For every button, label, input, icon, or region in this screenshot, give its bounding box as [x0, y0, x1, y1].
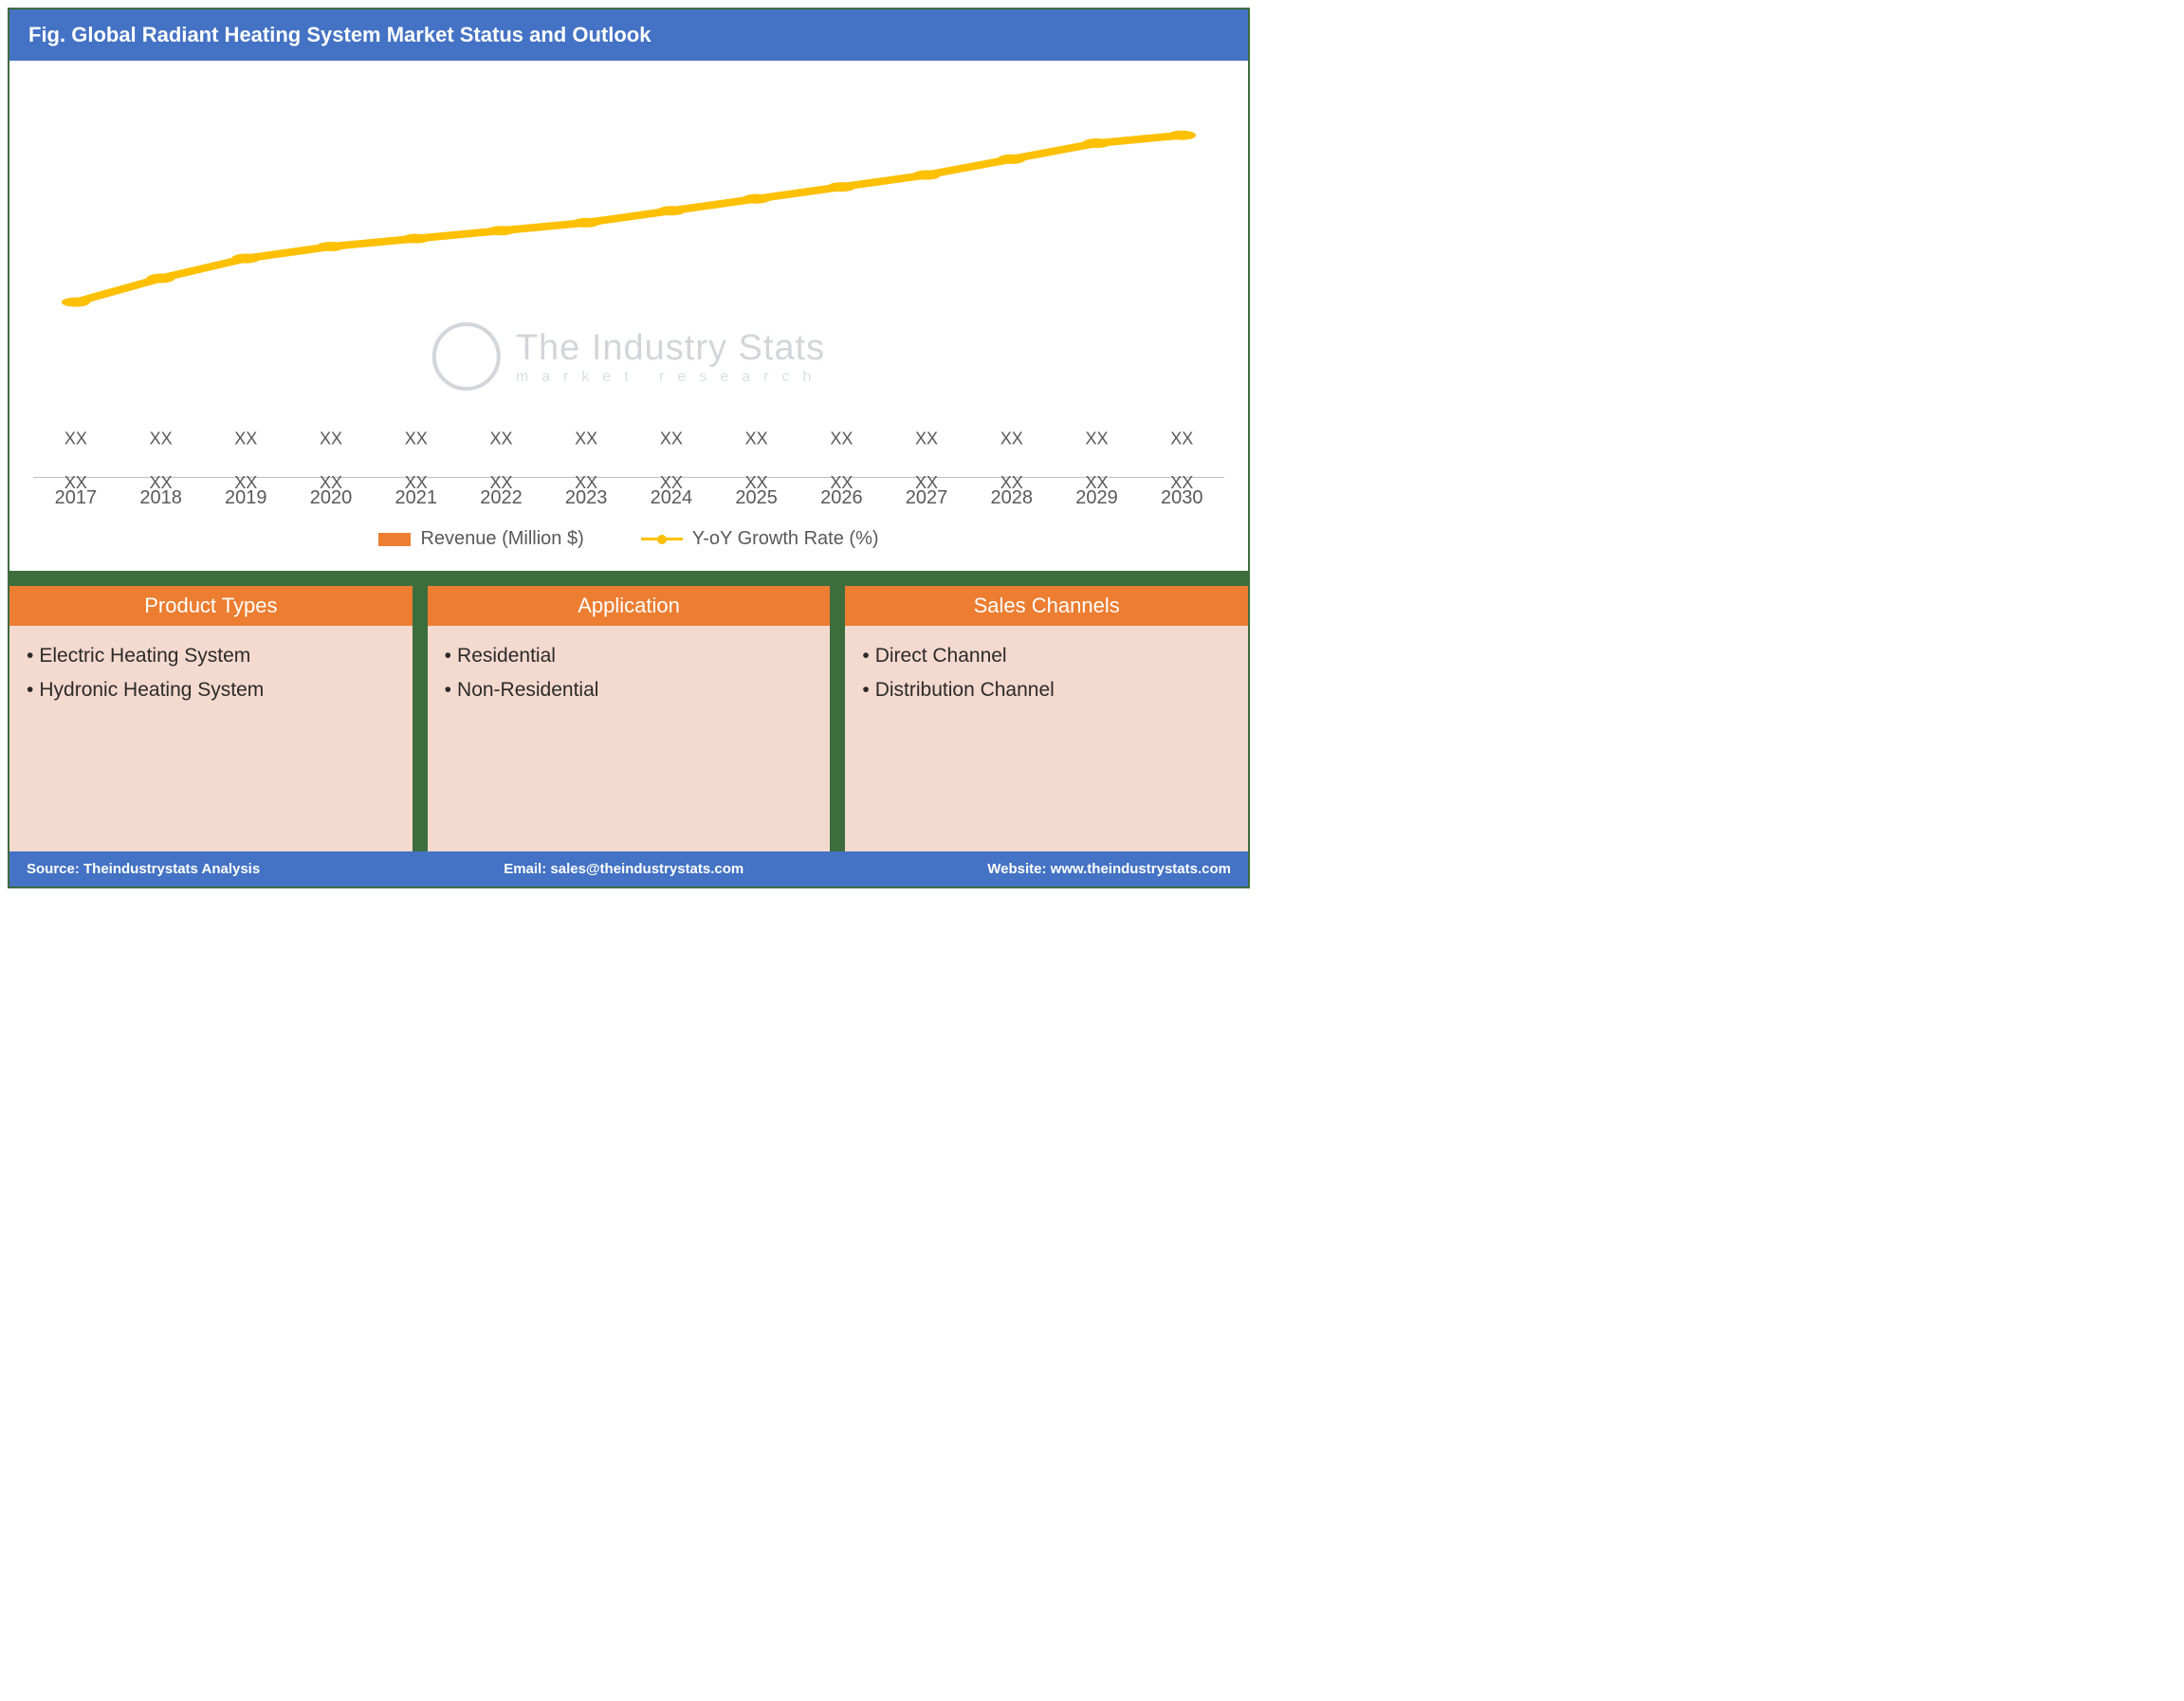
bar-value-label: XX: [320, 473, 342, 493]
legend-swatch-bar: [378, 533, 411, 546]
bar-value-label: XX: [150, 473, 173, 493]
bar-value-label: XX: [1170, 473, 1193, 493]
line-point-label: XX: [1170, 430, 1193, 449]
chart-plot-area: XXXXXXXXXXXXXXXXXXXXXXXXXXXXXXXXXXXXXXXX…: [33, 80, 1224, 478]
legend-label-revenue: Revenue (Million $): [420, 528, 583, 550]
line-point-label: XX: [830, 430, 853, 449]
line-point-label: XX: [1000, 430, 1023, 449]
panel-body: ResidentialNon-Residential: [428, 626, 831, 720]
footer-website: Website: www.theindustrystats.com: [987, 861, 1231, 877]
panel-list-item: Hydronic Heating System: [27, 673, 395, 707]
x-axis: 2017201820192020202120222023202420252026…: [33, 478, 1224, 509]
bar-value-label: XX: [830, 473, 853, 493]
line-point-label: XX: [1085, 430, 1108, 449]
legend-item-growth: Y-oY Growth Rate (%): [641, 528, 879, 550]
panel-list-item: Electric Heating System: [27, 639, 395, 673]
legend-label-growth: Y-oY Growth Rate (%): [692, 528, 879, 550]
legend-item-revenue: Revenue (Million $): [378, 528, 583, 550]
line-point-label: XX: [150, 430, 173, 449]
legend-swatch-line: [641, 538, 683, 540]
panel-list-item: Direct Channel: [862, 639, 1231, 673]
bar-value-label: XX: [1085, 473, 1108, 493]
figure-title: Fig. Global Radiant Heating System Marke…: [9, 9, 1248, 61]
bar-value-label: XX: [575, 473, 597, 493]
bar-value-label: XX: [489, 473, 512, 493]
line-point-label: XX: [489, 430, 512, 449]
bar-value-label: XX: [745, 473, 768, 493]
panel-header: Product Types: [9, 586, 413, 626]
line-point-label: XX: [660, 430, 683, 449]
line-point-label: XX: [234, 430, 257, 449]
bar-value-label: XX: [660, 473, 683, 493]
bar-value-label: XX: [405, 473, 428, 493]
footer-source: Source: Theindustrystats Analysis: [27, 861, 260, 877]
line-point-label: XX: [64, 430, 87, 449]
bars-row: XXXXXXXXXXXXXXXXXXXXXXXXXXXXXXXXXXXXXXXX…: [33, 80, 1224, 477]
line-point-label: XX: [915, 430, 938, 449]
category-panels: Product TypesElectric Heating SystemHydr…: [9, 586, 1248, 851]
line-point-label: XX: [575, 430, 597, 449]
bar-value-label: XX: [234, 473, 257, 493]
figure-container: Fig. Global Radiant Heating System Marke…: [8, 8, 1250, 888]
panel-body: Electric Heating SystemHydronic Heating …: [9, 626, 413, 720]
panel-list-item: Residential: [445, 639, 814, 673]
panel-list-item: Non-Residential: [445, 673, 814, 707]
category-panel: Product TypesElectric Heating SystemHydr…: [9, 586, 413, 851]
bar-value-label: XX: [1000, 473, 1023, 493]
chart-panel: The Industry Stats market research XXXXX…: [9, 61, 1248, 571]
bar-value-label: XX: [64, 473, 87, 493]
category-panel: Sales ChannelsDirect ChannelDistribution…: [845, 586, 1248, 851]
category-panel: ApplicationResidentialNon-Residential: [428, 586, 831, 851]
divider: [9, 571, 1248, 586]
panel-header: Application: [428, 586, 831, 626]
legend: Revenue (Million $) Y-oY Growth Rate (%): [33, 509, 1224, 561]
line-point-label: XX: [405, 430, 428, 449]
line-point-label: XX: [320, 430, 342, 449]
line-point-label: XX: [745, 430, 768, 449]
panel-list-item: Distribution Channel: [862, 673, 1231, 707]
footer: Source: Theindustrystats Analysis Email:…: [9, 851, 1248, 887]
bar-value-label: XX: [915, 473, 938, 493]
panel-body: Direct ChannelDistribution Channel: [845, 626, 1248, 720]
footer-email: Email: sales@theindustrystats.com: [504, 861, 743, 877]
panel-header: Sales Channels: [845, 586, 1248, 626]
